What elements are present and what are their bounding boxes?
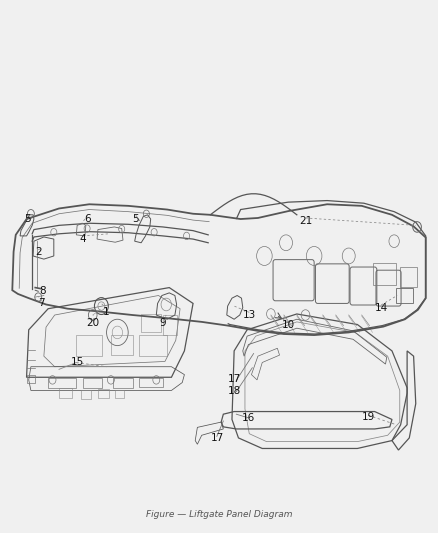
Text: 5: 5 [25, 214, 31, 224]
Bar [139, 378, 163, 387]
Bar [76, 335, 102, 356]
Bar [139, 335, 167, 356]
Bar [141, 314, 161, 333]
Bar [98, 389, 109, 398]
Text: 14: 14 [374, 303, 388, 313]
Bar [27, 375, 35, 383]
Text: 21: 21 [299, 216, 312, 226]
Text: 5: 5 [133, 214, 139, 224]
Text: 19: 19 [361, 412, 375, 422]
Bar [163, 315, 177, 335]
Text: 2: 2 [35, 247, 42, 257]
Text: Figure — Liftgate Panel Diagram: Figure — Liftgate Panel Diagram [146, 510, 292, 519]
Text: 17: 17 [227, 374, 241, 384]
Text: 15: 15 [71, 358, 84, 367]
Text: 1: 1 [103, 307, 110, 317]
Text: 6: 6 [84, 214, 91, 224]
Text: 7: 7 [39, 298, 45, 309]
Bar [400, 266, 417, 287]
Bar [83, 378, 102, 388]
Text: 13: 13 [243, 310, 256, 320]
Text: 10: 10 [282, 320, 295, 330]
Bar [115, 390, 124, 398]
Bar [113, 378, 133, 388]
Bar [372, 263, 396, 285]
Text: 9: 9 [159, 318, 166, 328]
Bar [48, 378, 76, 388]
Bar [59, 388, 72, 398]
Bar [396, 288, 413, 303]
Bar [81, 390, 92, 399]
Text: 18: 18 [227, 386, 241, 396]
Text: 4: 4 [79, 233, 86, 244]
Text: 20: 20 [86, 318, 99, 328]
Bar [111, 335, 133, 355]
Text: 17: 17 [211, 433, 224, 443]
Text: 16: 16 [242, 413, 255, 423]
Text: 8: 8 [39, 286, 46, 296]
